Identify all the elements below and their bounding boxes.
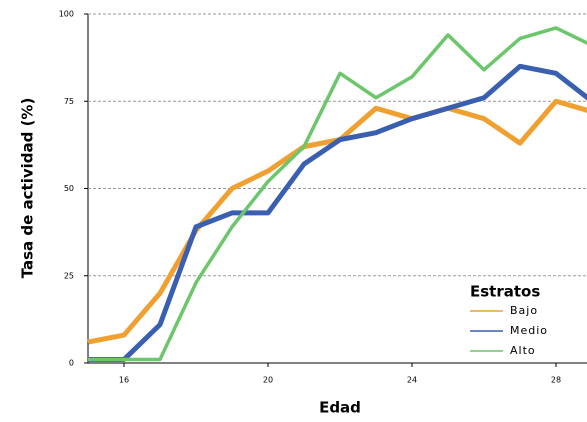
x-tick-label: 20 <box>263 376 273 385</box>
data-line <box>88 26 587 362</box>
y-tick-label: 0 <box>69 359 74 368</box>
y-axis-label: Tasa de actividad (%) <box>19 98 37 279</box>
data-line <box>88 63 587 363</box>
x-tick-label: 28 <box>551 376 561 385</box>
y-tick-label: 75 <box>64 97 74 106</box>
y-tick-label: 25 <box>64 271 74 280</box>
legend-label: Alto <box>510 344 536 357</box>
legend-label: Bajo <box>510 304 538 317</box>
legend-box <box>466 280 587 358</box>
legend-label: Medio <box>510 324 548 337</box>
x-tick-label: 16 <box>119 376 129 385</box>
y-tick-label: 100 <box>59 10 74 19</box>
x-tick-label: 24 <box>407 376 417 385</box>
y-tick-label: 50 <box>64 184 74 193</box>
legend-title: Estratos <box>470 283 540 301</box>
x-axis-label: Edad <box>319 399 361 417</box>
